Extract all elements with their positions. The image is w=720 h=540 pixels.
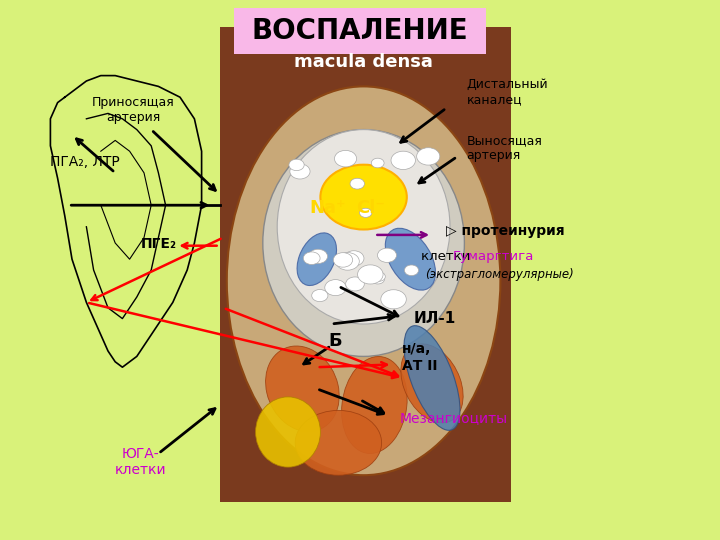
- Ellipse shape: [256, 397, 320, 467]
- Ellipse shape: [385, 228, 436, 290]
- Text: ВОСПАЛЕНИЕ: ВОСПАЛЕНИЕ: [252, 17, 468, 45]
- Circle shape: [359, 208, 372, 218]
- Circle shape: [371, 274, 384, 284]
- Circle shape: [290, 164, 310, 179]
- Ellipse shape: [297, 233, 336, 286]
- Text: Приносящая
артерия: Приносящая артерия: [92, 96, 174, 124]
- Ellipse shape: [266, 346, 339, 431]
- Circle shape: [335, 150, 356, 167]
- Circle shape: [333, 253, 353, 267]
- Circle shape: [336, 253, 359, 270]
- Ellipse shape: [263, 130, 464, 356]
- Text: н/а,
АТ II: н/а, АТ II: [402, 342, 437, 373]
- Text: ЮГА-
клетки: ЮГА- клетки: [114, 447, 166, 477]
- Text: ИЛ-1: ИЛ-1: [414, 311, 456, 326]
- Ellipse shape: [227, 86, 500, 475]
- Text: клетки: клетки: [421, 250, 474, 263]
- Text: Мезангиоциты: Мезангиоциты: [400, 411, 508, 425]
- Text: ПГА₂, ЛТР: ПГА₂, ЛТР: [50, 155, 120, 169]
- Circle shape: [308, 249, 328, 264]
- Circle shape: [350, 178, 364, 189]
- Circle shape: [381, 290, 406, 309]
- Text: macula densa: macula densa: [294, 53, 433, 71]
- Ellipse shape: [341, 356, 408, 454]
- Ellipse shape: [295, 410, 382, 475]
- FancyBboxPatch shape: [234, 8, 486, 54]
- Text: Выносящая
артерия: Выносящая артерия: [467, 134, 542, 163]
- Circle shape: [303, 252, 320, 265]
- Circle shape: [289, 159, 304, 171]
- Circle shape: [405, 265, 418, 275]
- Text: ПГЕ₂: ПГЕ₂: [140, 237, 176, 251]
- Circle shape: [417, 148, 440, 165]
- Text: Гумаргтига: Гумаргтига: [453, 250, 534, 263]
- Circle shape: [325, 280, 346, 295]
- Ellipse shape: [320, 165, 407, 230]
- Circle shape: [312, 289, 328, 302]
- Ellipse shape: [401, 344, 463, 423]
- Circle shape: [343, 251, 364, 266]
- FancyBboxPatch shape: [220, 27, 511, 502]
- Ellipse shape: [404, 326, 460, 430]
- Text: Na⁺: Na⁺: [310, 199, 346, 217]
- Circle shape: [346, 277, 364, 291]
- Text: Дистальный
каналец: Дистальный каналец: [467, 78, 548, 106]
- Ellipse shape: [277, 130, 450, 324]
- Text: ▷ протеинурия: ▷ протеинурия: [446, 224, 565, 238]
- Text: Cl⁻: Cl⁻: [356, 199, 385, 217]
- Circle shape: [373, 272, 385, 281]
- Circle shape: [377, 248, 397, 262]
- Text: (экстрагломерулярные): (экстрагломерулярные): [425, 268, 574, 281]
- Circle shape: [358, 265, 383, 284]
- Text: Б: Б: [328, 332, 341, 350]
- Circle shape: [391, 151, 415, 170]
- Circle shape: [372, 158, 384, 168]
